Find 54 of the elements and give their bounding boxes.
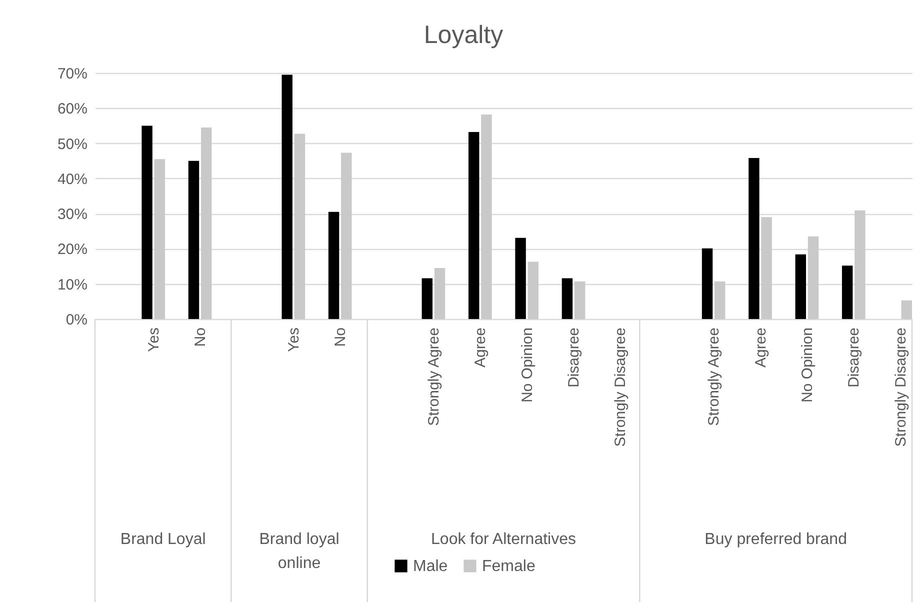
bar (528, 262, 539, 319)
x-tick-label: Strongly Disagree (892, 328, 910, 447)
x-tick-label: Disagree (846, 328, 863, 388)
x-tick-label: Agree (472, 328, 490, 368)
bar (188, 160, 200, 319)
bar (574, 281, 586, 319)
y-tick-label: 60% (57, 100, 88, 118)
legend-label: Male (413, 558, 448, 575)
y-tick-label: 30% (57, 206, 88, 224)
bar (154, 159, 166, 319)
text: Brand loyal online (259, 531, 340, 572)
x-tick-label: No (332, 328, 350, 347)
x-tick-label: No Opinion (798, 328, 816, 403)
bar (282, 74, 292, 319)
y-tick-label: 20% (57, 241, 88, 258)
bar (468, 132, 480, 319)
bar (748, 158, 760, 319)
bar (795, 254, 806, 319)
bar (702, 248, 713, 319)
x-tick-label: Strongly Agree (425, 328, 442, 426)
y-tick-label: 40% (57, 170, 88, 188)
bar (434, 268, 446, 319)
bar (481, 114, 492, 319)
bar (901, 300, 912, 319)
x-tick-label: Disagree (566, 328, 583, 388)
bar (142, 126, 152, 319)
chart-title: Loyalty (424, 21, 504, 49)
bar (200, 127, 212, 319)
bar (422, 278, 433, 319)
bar (808, 236, 819, 319)
text: Brand Loyal (120, 531, 206, 548)
text: Buy preferred brand (704, 531, 847, 548)
bar (761, 217, 772, 319)
bar (842, 266, 853, 319)
y-tick-label: 50% (57, 136, 88, 153)
x-tick-label: Agree (752, 328, 770, 368)
x-tick-label: Strongly Agree (706, 328, 723, 426)
x-tick-label: No (192, 328, 210, 347)
x-tick-label: Yes (145, 328, 162, 352)
bar (854, 210, 866, 319)
bar (328, 212, 340, 319)
y-tick-label: 70% (57, 66, 88, 82)
bar (714, 281, 726, 319)
y-tick-label: 10% (57, 276, 88, 294)
y-tick-label: 0% (66, 312, 88, 328)
text: Look for Alternatives (431, 531, 576, 548)
x-tick-label: No Opinion (518, 328, 536, 403)
x-tick-label: Strongly Disagree (612, 328, 630, 447)
bar (515, 238, 526, 319)
bar (562, 278, 573, 319)
bar (341, 152, 352, 319)
legend-label: Female (482, 558, 536, 575)
x-tick-label: Yes (285, 328, 302, 352)
bar (294, 134, 306, 319)
